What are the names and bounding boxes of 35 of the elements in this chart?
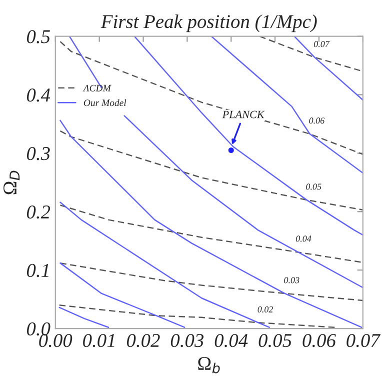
x-axis-title: Ω$_{b}$ — [198, 357, 220, 374]
line-series — [60, 262, 186, 328]
y-tick-label: 0.5 — [26, 30, 50, 44]
line-series — [60, 204, 363, 264]
x-tick-label: 0.06 — [302, 334, 336, 348]
x-tick-label: 0.02 — [126, 334, 160, 348]
line-series — [60, 130, 363, 210]
y-axis-title: Ω$_{D}$ — [4, 170, 20, 194]
annotation: 0.06 — [309, 118, 325, 124]
annotation: 0.07 — [314, 41, 330, 48]
annotation: 0.03 — [284, 277, 300, 284]
line-series — [60, 262, 363, 302]
x-tick-label: 0.01 — [83, 334, 114, 348]
line-series — [58, 304, 336, 328]
line-series — [60, 120, 362, 328]
y-tick-label: 0.0 — [26, 322, 50, 336]
chart-title: First Peak position (1/Mpc) — [100, 14, 317, 32]
x-tick-label: 0.05 — [258, 334, 292, 348]
annotation: PLANCK — [222, 110, 265, 118]
line-series — [60, 40, 363, 155]
line-series — [134, 36, 363, 236]
annotation: 0.05 — [306, 184, 322, 190]
x-tick-label: 0.00 — [39, 334, 72, 348]
annotation: 0.04 — [296, 236, 312, 242]
x-tick-label: 0.04 — [214, 334, 248, 348]
y-tick-label: 0.1 — [26, 264, 48, 278]
y-tick-label: 0.2 — [26, 205, 50, 219]
y-tick-label: 0.4 — [26, 88, 50, 102]
line-series — [210, 36, 363, 174]
y-tick-label: 0.3 — [26, 147, 50, 160]
legend-label: Our Model — [84, 99, 126, 106]
legend-label: ΛCDM — [82, 84, 112, 92]
annotation: 0.02 — [258, 306, 273, 312]
x-tick-label: 0.03 — [170, 334, 204, 348]
x-tick-label: 0.07 — [346, 334, 381, 348]
